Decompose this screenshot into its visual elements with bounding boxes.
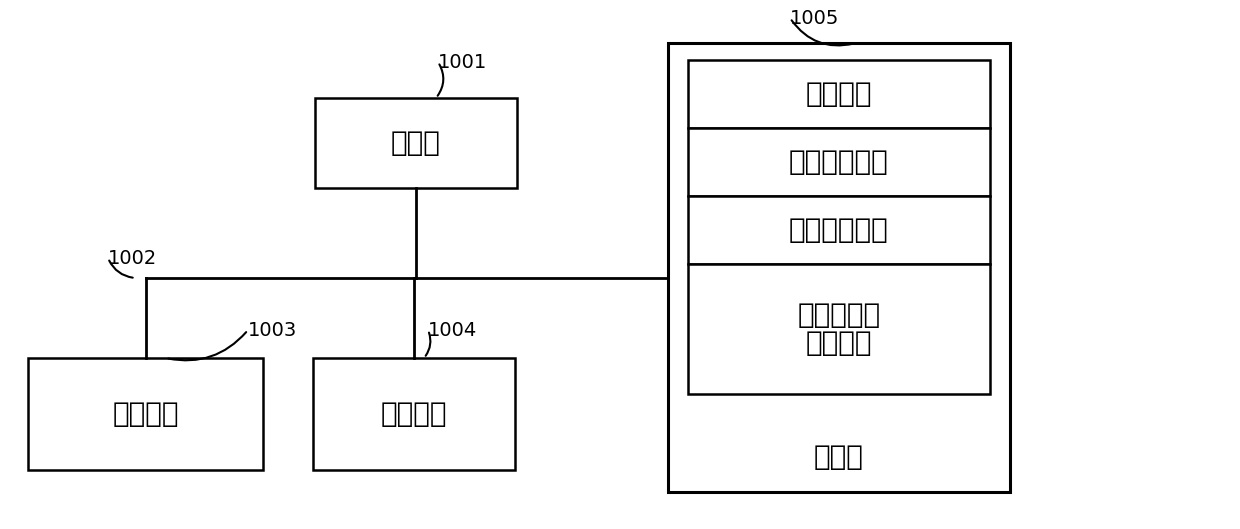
Text: 1001: 1001 <box>438 52 487 71</box>
Bar <box>312 358 515 470</box>
Bar <box>688 196 990 264</box>
Bar <box>688 128 990 196</box>
Text: 1002: 1002 <box>108 249 157 268</box>
Text: 1005: 1005 <box>790 8 839 28</box>
Text: 检测程序: 检测程序 <box>806 329 872 357</box>
Text: 用户接口: 用户接口 <box>113 400 179 428</box>
Bar <box>688 264 990 394</box>
Text: 存储器: 存储器 <box>815 443 864 471</box>
Text: 传感器状态: 传感器状态 <box>797 301 880 329</box>
Bar <box>668 43 1011 492</box>
Text: 1004: 1004 <box>428 321 477 340</box>
Text: 处理器: 处理器 <box>391 129 441 157</box>
Text: 网络接口: 网络接口 <box>381 400 448 428</box>
Text: 网络通信模块: 网络通信模块 <box>789 148 889 176</box>
Text: 用户接口模块: 用户接口模块 <box>789 216 889 244</box>
Bar <box>29 358 263 470</box>
Bar <box>688 60 990 128</box>
Text: 1003: 1003 <box>248 321 298 340</box>
Text: 操作系统: 操作系统 <box>806 80 872 108</box>
Bar <box>315 98 517 188</box>
